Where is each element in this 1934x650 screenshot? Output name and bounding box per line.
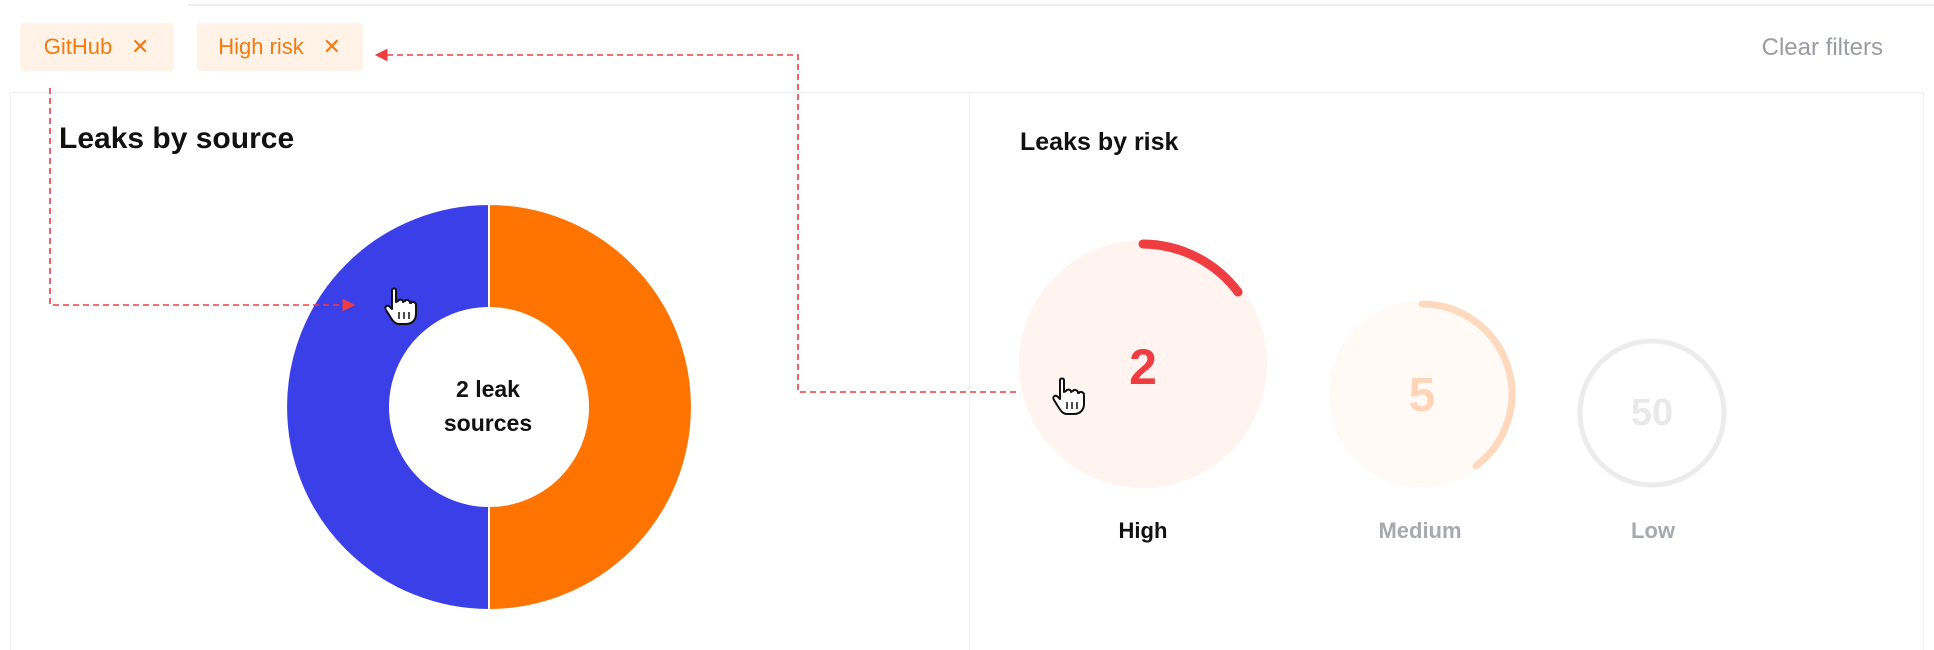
clear-filters-button[interactable]: Clear filters bbox=[1761, 34, 1883, 61]
filter-bar: GitHub ✕ High risk ✕ Clear filters bbox=[0, 0, 1934, 92]
filter-chip-label: GitHub bbox=[43, 34, 113, 59]
leaks-by-source-title: Leaks by source bbox=[59, 122, 295, 155]
top-divider bbox=[188, 4, 1934, 6]
filter-chip-label: High risk bbox=[218, 34, 304, 59]
close-icon[interactable]: ✕ bbox=[131, 34, 150, 59]
close-icon[interactable]: ✕ bbox=[322, 34, 341, 59]
gauge-high-label: High bbox=[1118, 518, 1168, 543]
gauge-high-value: 2 bbox=[1129, 339, 1157, 395]
donut-center-label: 2 leak sources bbox=[388, 372, 588, 440]
donut-center-line-2: sources bbox=[443, 410, 533, 436]
filter-chip-high-risk[interactable]: High risk ✕ bbox=[197, 23, 363, 71]
leaks-by-risk-title: Leaks by risk bbox=[1020, 128, 1179, 156]
leaks-by-source-panel bbox=[10, 92, 970, 650]
gauge-medium-label: Medium bbox=[1378, 518, 1462, 543]
gauge-low-value: 50 bbox=[1630, 392, 1674, 434]
filter-chip-github[interactable]: GitHub ✕ bbox=[20, 23, 174, 71]
gauge-low-label: Low bbox=[1631, 518, 1675, 543]
donut-center-line-1: 2 leak bbox=[456, 376, 520, 402]
gauge-medium-value: 5 bbox=[1408, 369, 1436, 422]
